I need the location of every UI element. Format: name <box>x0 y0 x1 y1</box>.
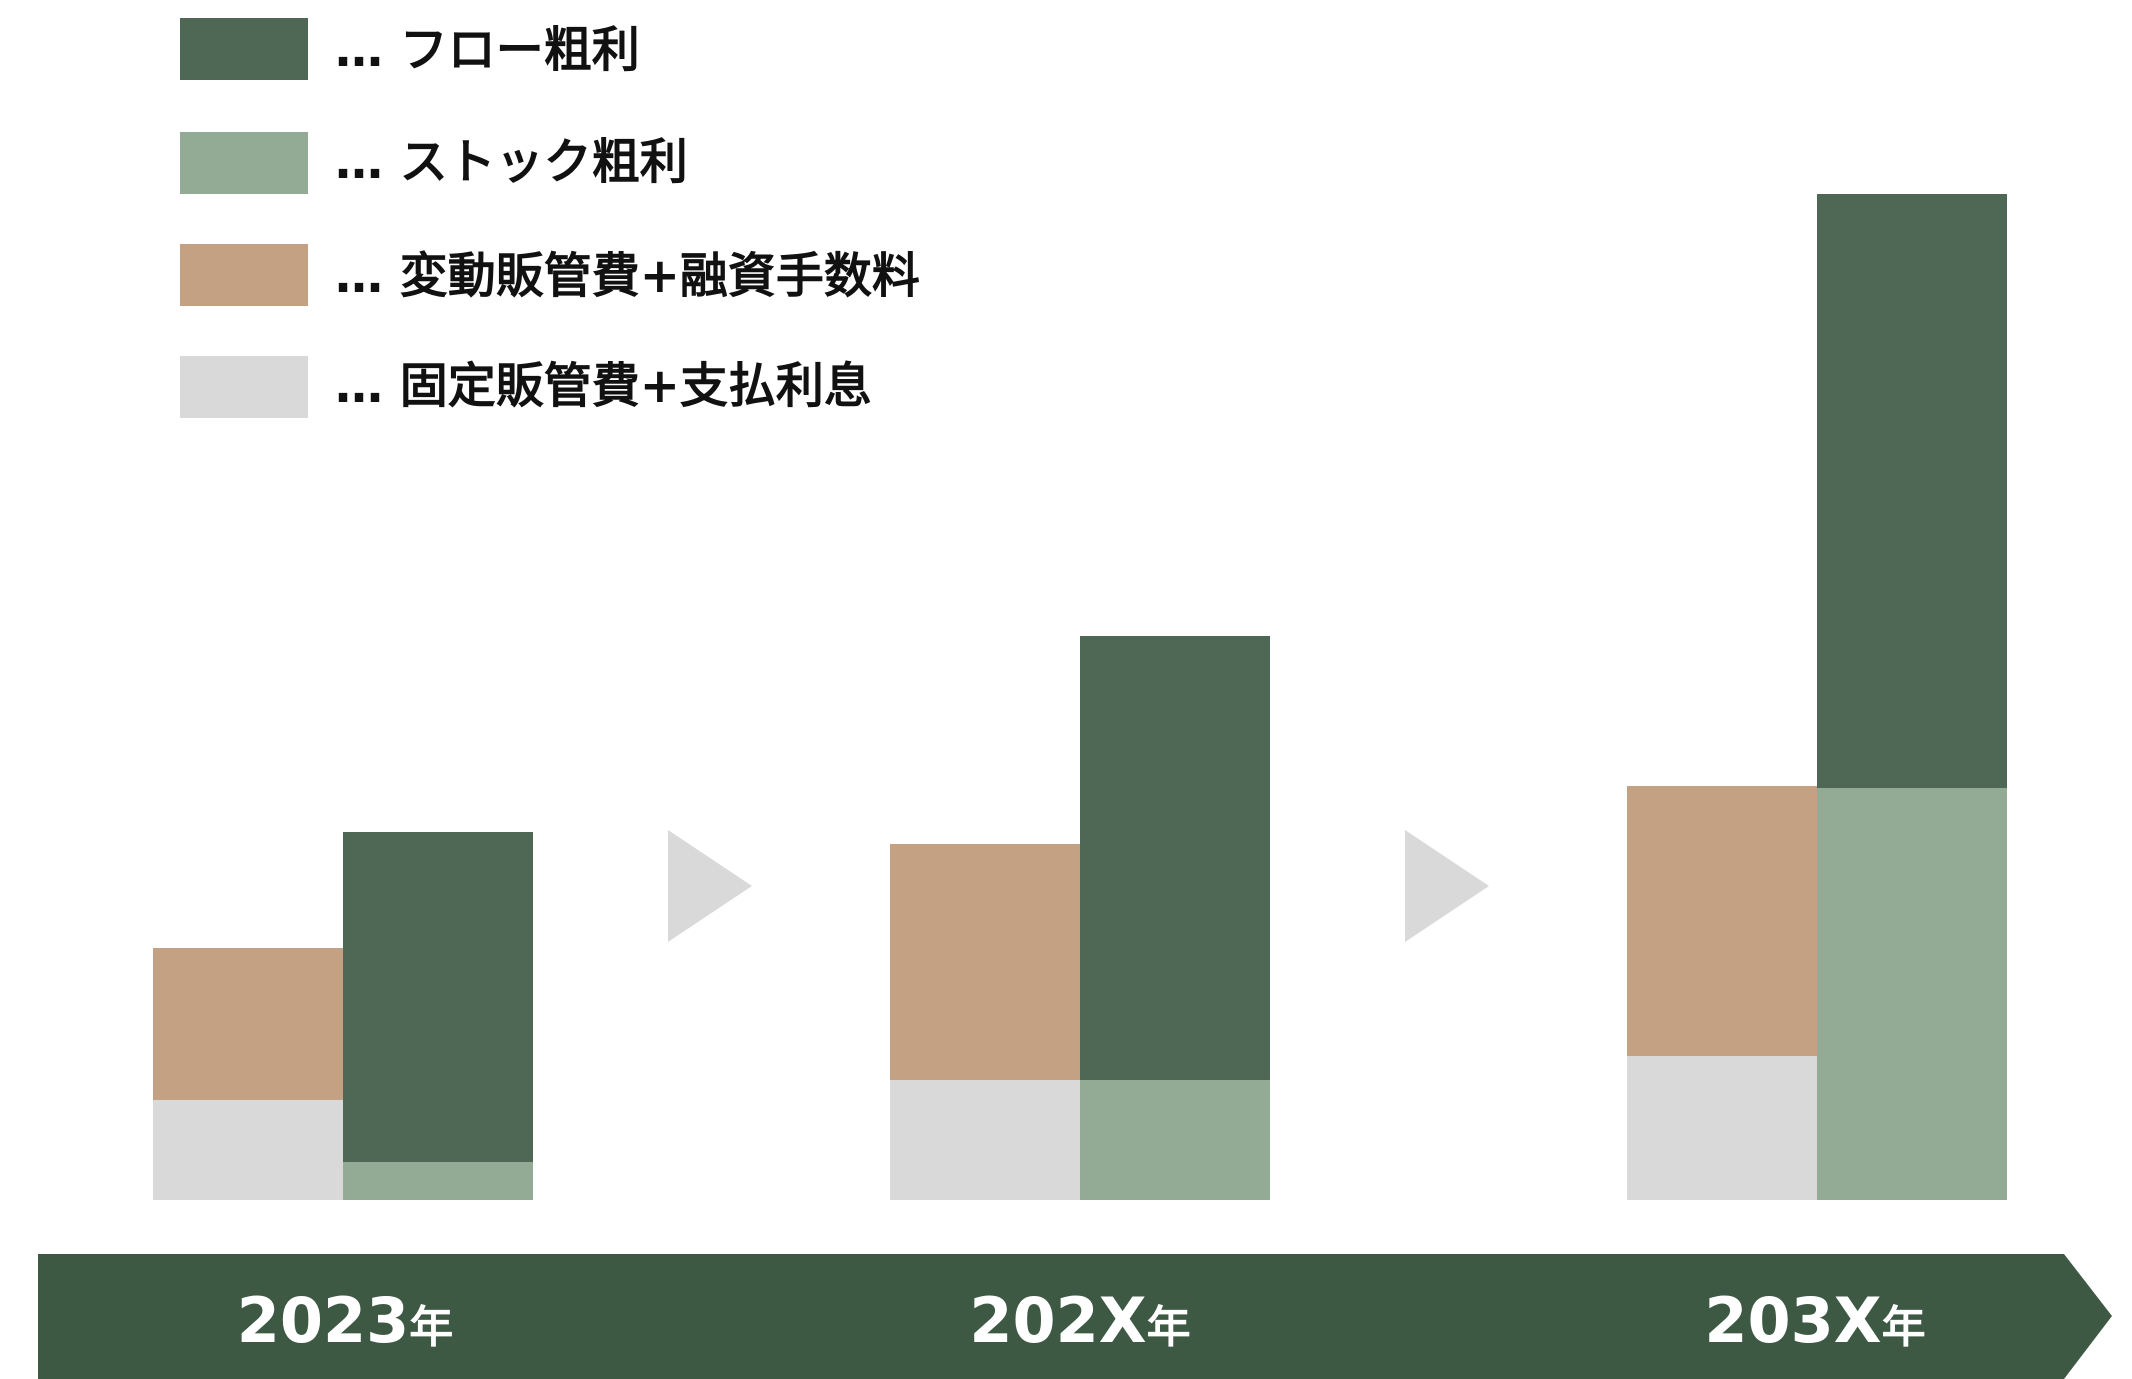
period-year: 2023 <box>237 1284 410 1357</box>
period-label-2023: 2023年 <box>237 1284 454 1357</box>
progress-arrow-icon <box>1405 830 1489 942</box>
legend-swatch-stock-gross-profit <box>180 132 308 194</box>
bar-variable-costs <box>890 844 1080 1080</box>
bar-stock-gross-profit <box>1817 788 2007 1200</box>
legend-swatch-variable-costs <box>180 244 308 306</box>
legend-label-stock-gross-profit: … ストック粗利 <box>335 134 688 190</box>
legend-label-fixed-costs: … 固定販管費+支払利息 <box>335 358 872 414</box>
bar-fixed-costs <box>890 1080 1080 1200</box>
period-year: 202X <box>969 1284 1146 1357</box>
legend-label-variable-costs: … 変動販管費+融資手数料 <box>335 248 920 304</box>
bars <box>153 194 2007 1200</box>
period-suffix: 年 <box>1882 1302 1926 1353</box>
legend-swatch-fixed-costs <box>180 356 308 418</box>
legend: … フロー粗利 … ストック粗利 … 変動販管費+融資手数料 … 固定販管費+支… <box>180 18 920 418</box>
bar-stock-gross-profit <box>1080 1080 1270 1200</box>
bar-flow-gross-profit <box>343 832 533 1162</box>
bar-flow-gross-profit <box>1080 636 1270 1080</box>
timeline-band <box>38 1254 2112 1379</box>
period-suffix: 年 <box>1147 1302 1191 1353</box>
period-label-203x: 203X年 <box>1704 1284 1925 1357</box>
bar-fixed-costs <box>153 1100 343 1200</box>
bar-stock-gross-profit <box>343 1162 533 1200</box>
legend-swatch-flow-gross-profit <box>180 18 308 80</box>
period-suffix: 年 <box>409 1302 453 1353</box>
bar-variable-costs <box>1627 786 1817 1056</box>
bar-flow-gross-profit <box>1817 194 2007 788</box>
bar-fixed-costs <box>1627 1056 1817 1200</box>
period-label-202x: 202X年 <box>969 1284 1190 1357</box>
legend-label-flow-gross-profit: … フロー粗利 <box>335 22 640 78</box>
period-year: 203X <box>1704 1284 1881 1357</box>
progress-arrow-icon <box>668 830 752 942</box>
bar-variable-costs <box>153 948 343 1100</box>
